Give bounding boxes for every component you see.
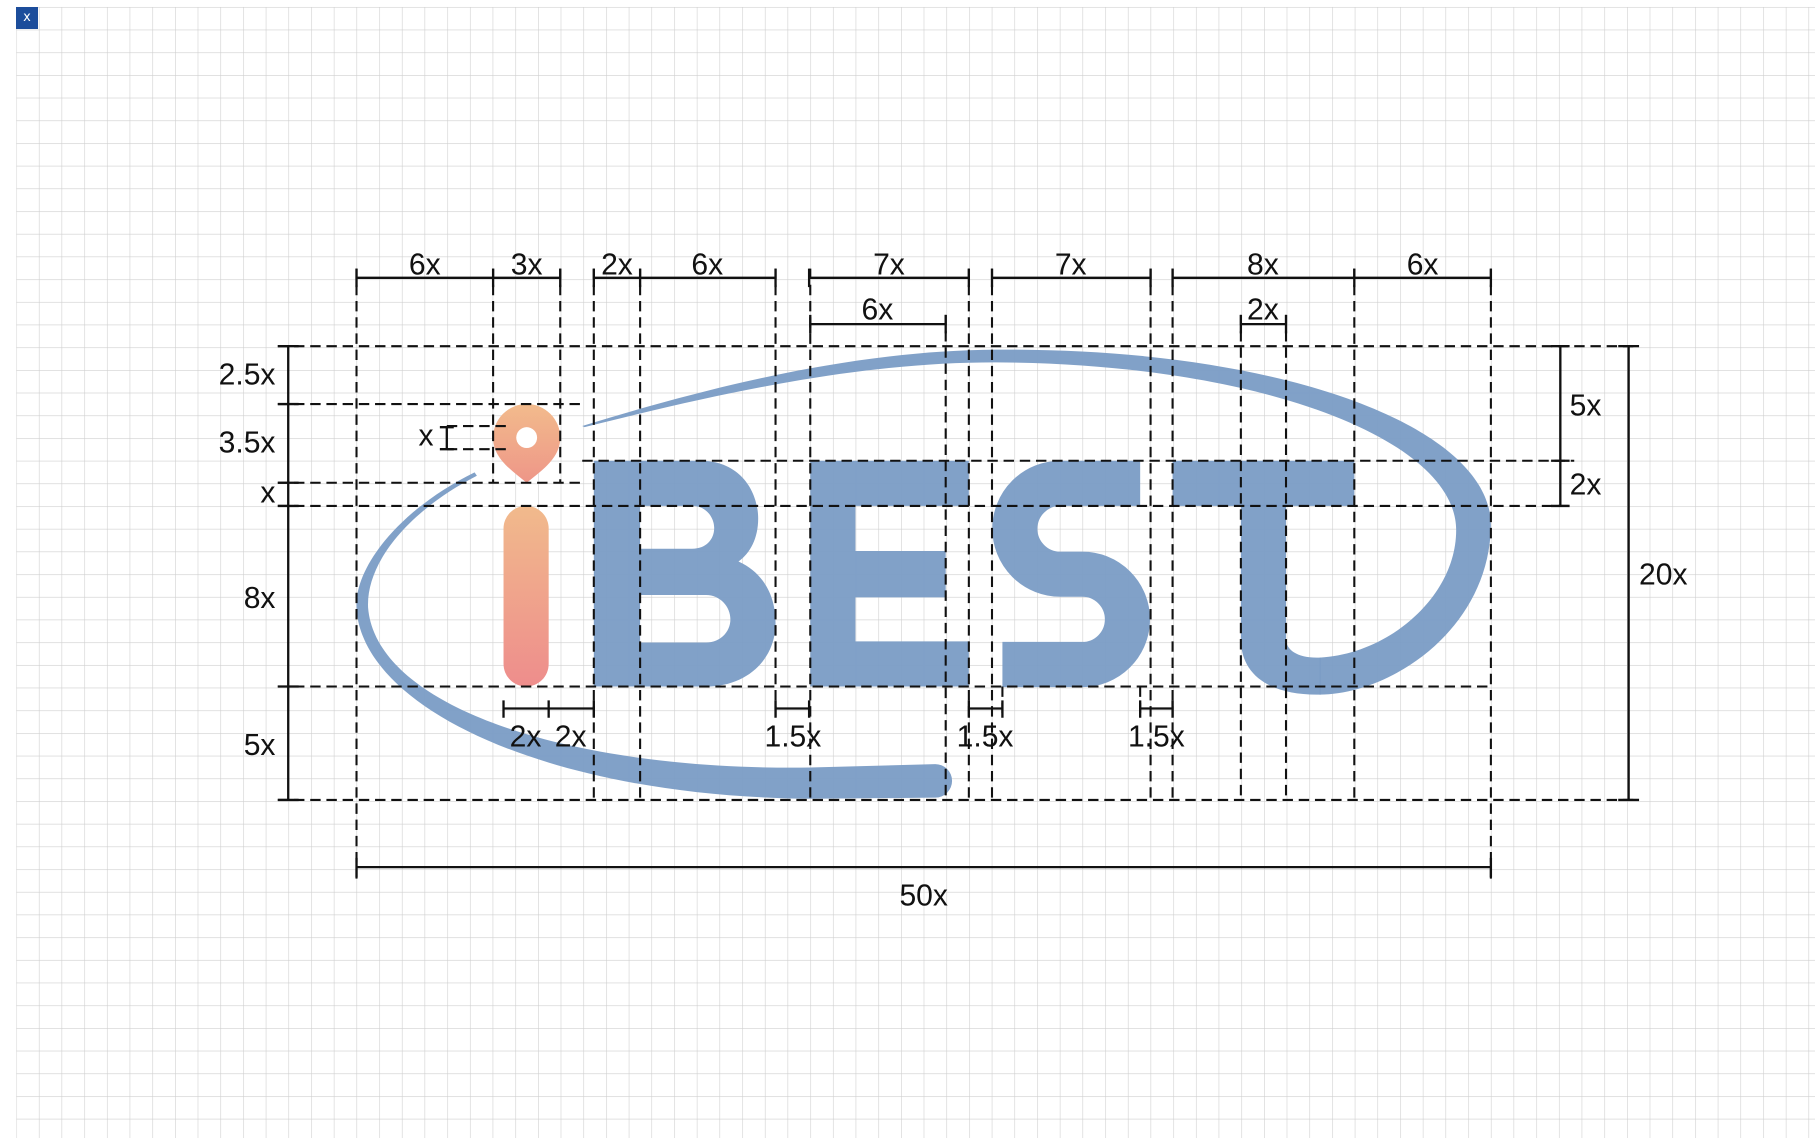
logo-swoosh-upper	[582, 349, 1491, 695]
dimension-label-dot-hole: x	[418, 420, 433, 453]
dimension-label-left: 5x	[244, 729, 276, 762]
dimension-label-top: 7x	[873, 248, 905, 281]
dimension-label-top: 2x	[601, 248, 633, 281]
dimension-label-top: 7x	[1055, 248, 1087, 281]
logo-i-dot-hole	[516, 427, 538, 449]
logo-letter-t	[1172, 460, 1355, 695]
dimension-bottom-gaps	[502, 700, 1174, 718]
logo-swoosh-lower	[356, 472, 953, 799]
dimension-label-bottom-gap: 1.5x	[1128, 721, 1185, 754]
dimension-label-right: 5x	[1570, 390, 1602, 423]
dimension-label-bottom-gap: 2x	[555, 721, 587, 754]
dimension-total-width	[355, 857, 1493, 878]
logo-i-stem	[503, 505, 549, 687]
dimension-second-row	[809, 314, 1288, 334]
dimension-label-second: 2x	[1247, 294, 1279, 327]
dimension-label-right: 2x	[1570, 468, 1602, 501]
logo-letter-e	[810, 460, 969, 687]
close-button[interactable]: x	[16, 7, 38, 29]
dimension-dot-hole	[439, 426, 454, 451]
logo-letter-s	[992, 460, 1150, 688]
dimension-label-left: x	[260, 476, 275, 509]
dimension-label-left: 2.5x	[219, 358, 276, 391]
dimension-left-column	[277, 344, 299, 802]
dimension-label-bottom-gap: 1.5x	[764, 721, 821, 754]
dimension-label-left: 8x	[244, 582, 276, 615]
dimension-right-inner	[1551, 344, 1570, 508]
dimension-right-total	[1618, 344, 1640, 802]
dimension-lines	[277, 268, 1640, 878]
dimension-top-row	[355, 268, 1493, 288]
dimension-label-top: 8x	[1247, 248, 1279, 281]
dimension-label-top: 3x	[511, 248, 543, 281]
dimension-labels: 6x 3x 2x 6x 7x 7x 8x 6x 6x 2x 2.5x 3.5x …	[219, 248, 1688, 912]
logo-t-stem	[1240, 504, 1321, 695]
logo-t-crossbar	[1172, 460, 1355, 506]
dimension-label-top: 6x	[409, 248, 441, 281]
logo-letter-b	[593, 460, 776, 687]
dimension-label-second: 6x	[862, 294, 894, 327]
logo-letter-i	[493, 404, 561, 687]
dimension-label-right-total: 20x	[1639, 559, 1687, 592]
dimension-label-total-width: 50x	[899, 879, 947, 912]
dimension-label-left: 3.5x	[219, 427, 276, 460]
dimension-label-top: 6x	[691, 248, 723, 281]
dimension-label-bottom-gap: 1.5x	[957, 721, 1014, 754]
dimension-label-top: 6x	[1407, 248, 1439, 281]
dimension-label-bottom-gap: 2x	[510, 721, 542, 754]
